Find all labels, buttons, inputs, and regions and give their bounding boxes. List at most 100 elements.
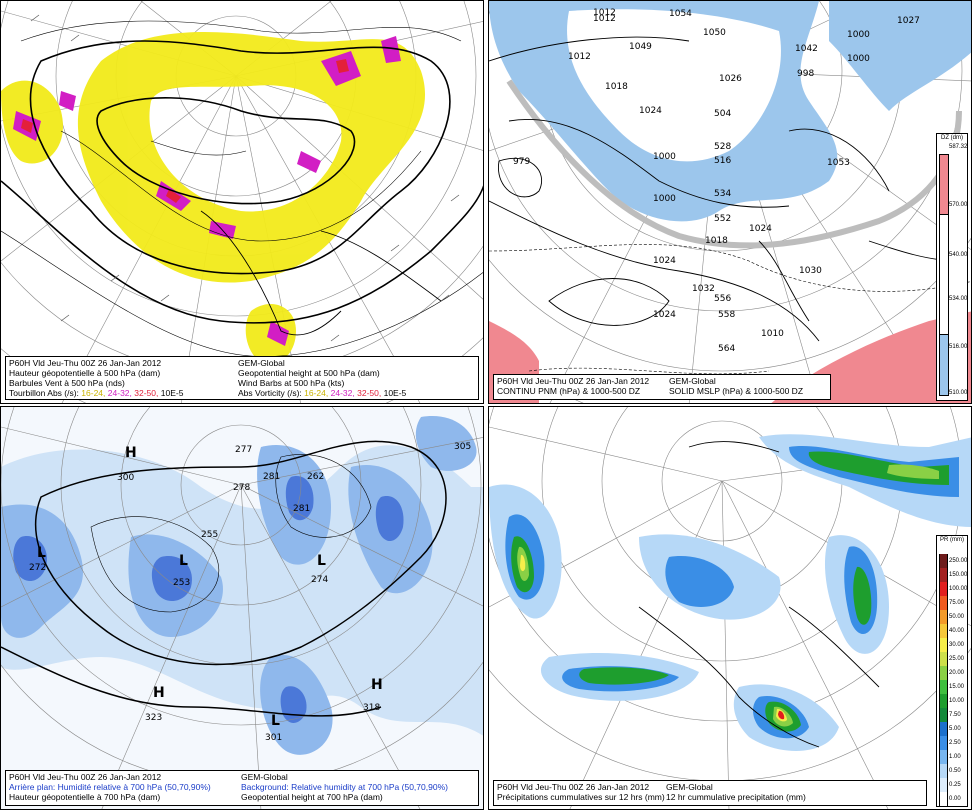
colorbar-step: 0.50 [937, 764, 967, 778]
low-symbol: L [37, 545, 46, 561]
colorbar-swatch [939, 568, 948, 582]
thickness-dashed [489, 244, 971, 375]
high-value: 281 [293, 504, 310, 514]
low-label: 1018 [705, 236, 728, 246]
pressure-centres: 979 1012 1012 1018 1018 1042 1032 1010 9… [513, 8, 920, 354]
colorbar-step: 5.00 [937, 722, 967, 736]
colorbar-label: 50.00 [949, 614, 965, 620]
colorbar-label: 1.00 [949, 754, 961, 760]
map-precip [489, 407, 971, 809]
vorticity-32-50 [21, 59, 349, 203]
isobar-box: 1024 [653, 310, 676, 320]
low-value: 277 [235, 445, 252, 455]
colorbar-swatch [939, 680, 948, 694]
caption-field-fr: Précipitations cummulatives sur 12 hrs (… [497, 792, 665, 802]
high-label: 1049 [629, 42, 652, 52]
colorbar-step: 30.00 [937, 638, 967, 652]
colorbar-swatch [939, 708, 948, 722]
low-label: 1032 [692, 284, 715, 294]
caption-model: GEM-Global [238, 358, 285, 368]
colorbar-thickness: DZ (dm) 587.32 570.00 540.00 534.00 516.… [936, 133, 968, 401]
caption-panel-3: P60H Vld Jeu-Thu 00Z 26 Jan-Jan 2012 Arr… [5, 770, 479, 806]
caption-field-en: Geopotential height at 700 hPa (dam) [241, 792, 383, 802]
colorbar-step: 75.00 [937, 596, 967, 610]
caption-model: GEM-Global [241, 772, 288, 782]
panel-500hpa-vorticity: P60H Vld Jeu-Thu 00Z 26 Jan-Jan 2012 Hau… [0, 0, 484, 404]
colorbar-step: 1.00 [937, 750, 967, 764]
colorbar-precipitation: PR (mm) 250.00 150.00 100.00 75.00 50.00 40.0… [936, 535, 968, 807]
colorbar-swatch [939, 554, 948, 568]
map-500hpa [1, 1, 483, 403]
colorbar-label: 570.00 [949, 202, 968, 208]
high-label: 1053 [827, 158, 850, 168]
isobar-box: 1027 [897, 16, 920, 26]
colorbar-label: 0.00 [949, 796, 961, 802]
colorbar-step: 40.00 [937, 624, 967, 638]
pressure-centres: H H H L L L L 300 323 318 305 281 272 25… [29, 442, 471, 743]
caption-panel-2: P60H Vld Jeu-Thu 00Z 26 Jan-Jan 2012 CON… [493, 374, 831, 400]
high-symbol: H [125, 445, 137, 461]
isobar-box: 1000 [653, 152, 676, 162]
panel-precipitation: PR (mm) 250.00 150.00 100.00 75.00 50.00 40.0… [488, 406, 972, 810]
caption-background-fr: Arrière plan: Humidité relative à 700 hP… [9, 782, 211, 792]
colorbar-label: 250.00 [949, 558, 968, 564]
colorbar-label: 587.32 [949, 144, 968, 150]
low-label: 1012 [568, 52, 591, 62]
colorbar-swatch [939, 596, 948, 610]
high-value: 300 [117, 473, 134, 483]
thickness-label: 528 [714, 142, 731, 152]
caption-background-en: Background: Relative humidity at 700 hPa… [241, 782, 448, 792]
high-value: 318 [363, 703, 380, 713]
thickness-label: 504 [714, 109, 731, 119]
thickness-label: 516 [714, 156, 731, 166]
vorticity-16-24 [1, 32, 426, 365]
colorbar-label: 150.00 [949, 572, 968, 578]
low-value: 274 [311, 575, 328, 585]
height-contours [1, 440, 447, 717]
colorbar-label: 75.00 [949, 600, 965, 606]
low-value: 255 [201, 530, 218, 540]
colorbar-step: 0.00 [937, 792, 967, 806]
colorbar-swatch [939, 792, 948, 806]
caption-model: GEM-Global [666, 782, 713, 792]
wind-barbs [30, 14, 460, 342]
colorbar-label: 5.00 [949, 726, 961, 732]
colorbar-label: 15.00 [949, 684, 965, 690]
caption-barbs-en: Wind Barbs at 500 hPa (kts) [238, 378, 345, 388]
colorbar-swatch [939, 778, 948, 792]
colorbar-swatch [939, 666, 948, 680]
colorbar-swatch [939, 764, 948, 778]
colorbar-swatch [939, 722, 948, 736]
thin-contours [90, 454, 372, 613]
isobar-box: 1054 [669, 9, 692, 19]
thickness-label: 534 [714, 189, 731, 199]
low-value: 281 [263, 472, 280, 482]
core-cold-inner [567, 9, 781, 162]
isobar-box: 1000 [847, 54, 870, 64]
map-mslp: 979 1012 1012 1018 1018 1042 1032 1010 9… [489, 1, 971, 403]
isobar-box: 1012 [593, 8, 616, 18]
coastlines [200, 210, 442, 336]
high-symbol: H [371, 677, 383, 693]
colorbar-label: 7.50 [949, 712, 961, 718]
colorbar-label: 540.00 [949, 252, 968, 258]
colorbar-label: 10.00 [949, 698, 965, 704]
high-value: 305 [454, 442, 471, 452]
caption-vort-en: Abs Vorticity (/s): 16-24, 24-32, 32-50,… [238, 388, 407, 398]
colorbar-step: 150.00 [937, 568, 967, 582]
colorbar-swatch [939, 750, 948, 764]
low-label: 1018 [605, 82, 628, 92]
colorbar-label: 516.00 [949, 344, 968, 350]
low-label: 979 [513, 157, 530, 167]
colorbar-label: 510.00 [949, 390, 968, 396]
caption-field-en: SOLID MSLP (hPa) & 1000-500 DZ [669, 386, 804, 396]
colorbar-label: 0.50 [949, 768, 961, 774]
isobar-box: 1000 [653, 194, 676, 204]
colorbar-label: 534.00 [949, 296, 968, 302]
low-label: 998 [797, 69, 814, 79]
low-label: 1042 [795, 44, 818, 54]
colorbar-label: 0.25 [949, 782, 961, 788]
isobar-box: 1024 [653, 256, 676, 266]
caption-panel-1: P60H Vld Jeu-Thu 00Z 26 Jan-Jan 2012 Hau… [5, 356, 479, 400]
isobar-box: 1024 [639, 106, 662, 116]
